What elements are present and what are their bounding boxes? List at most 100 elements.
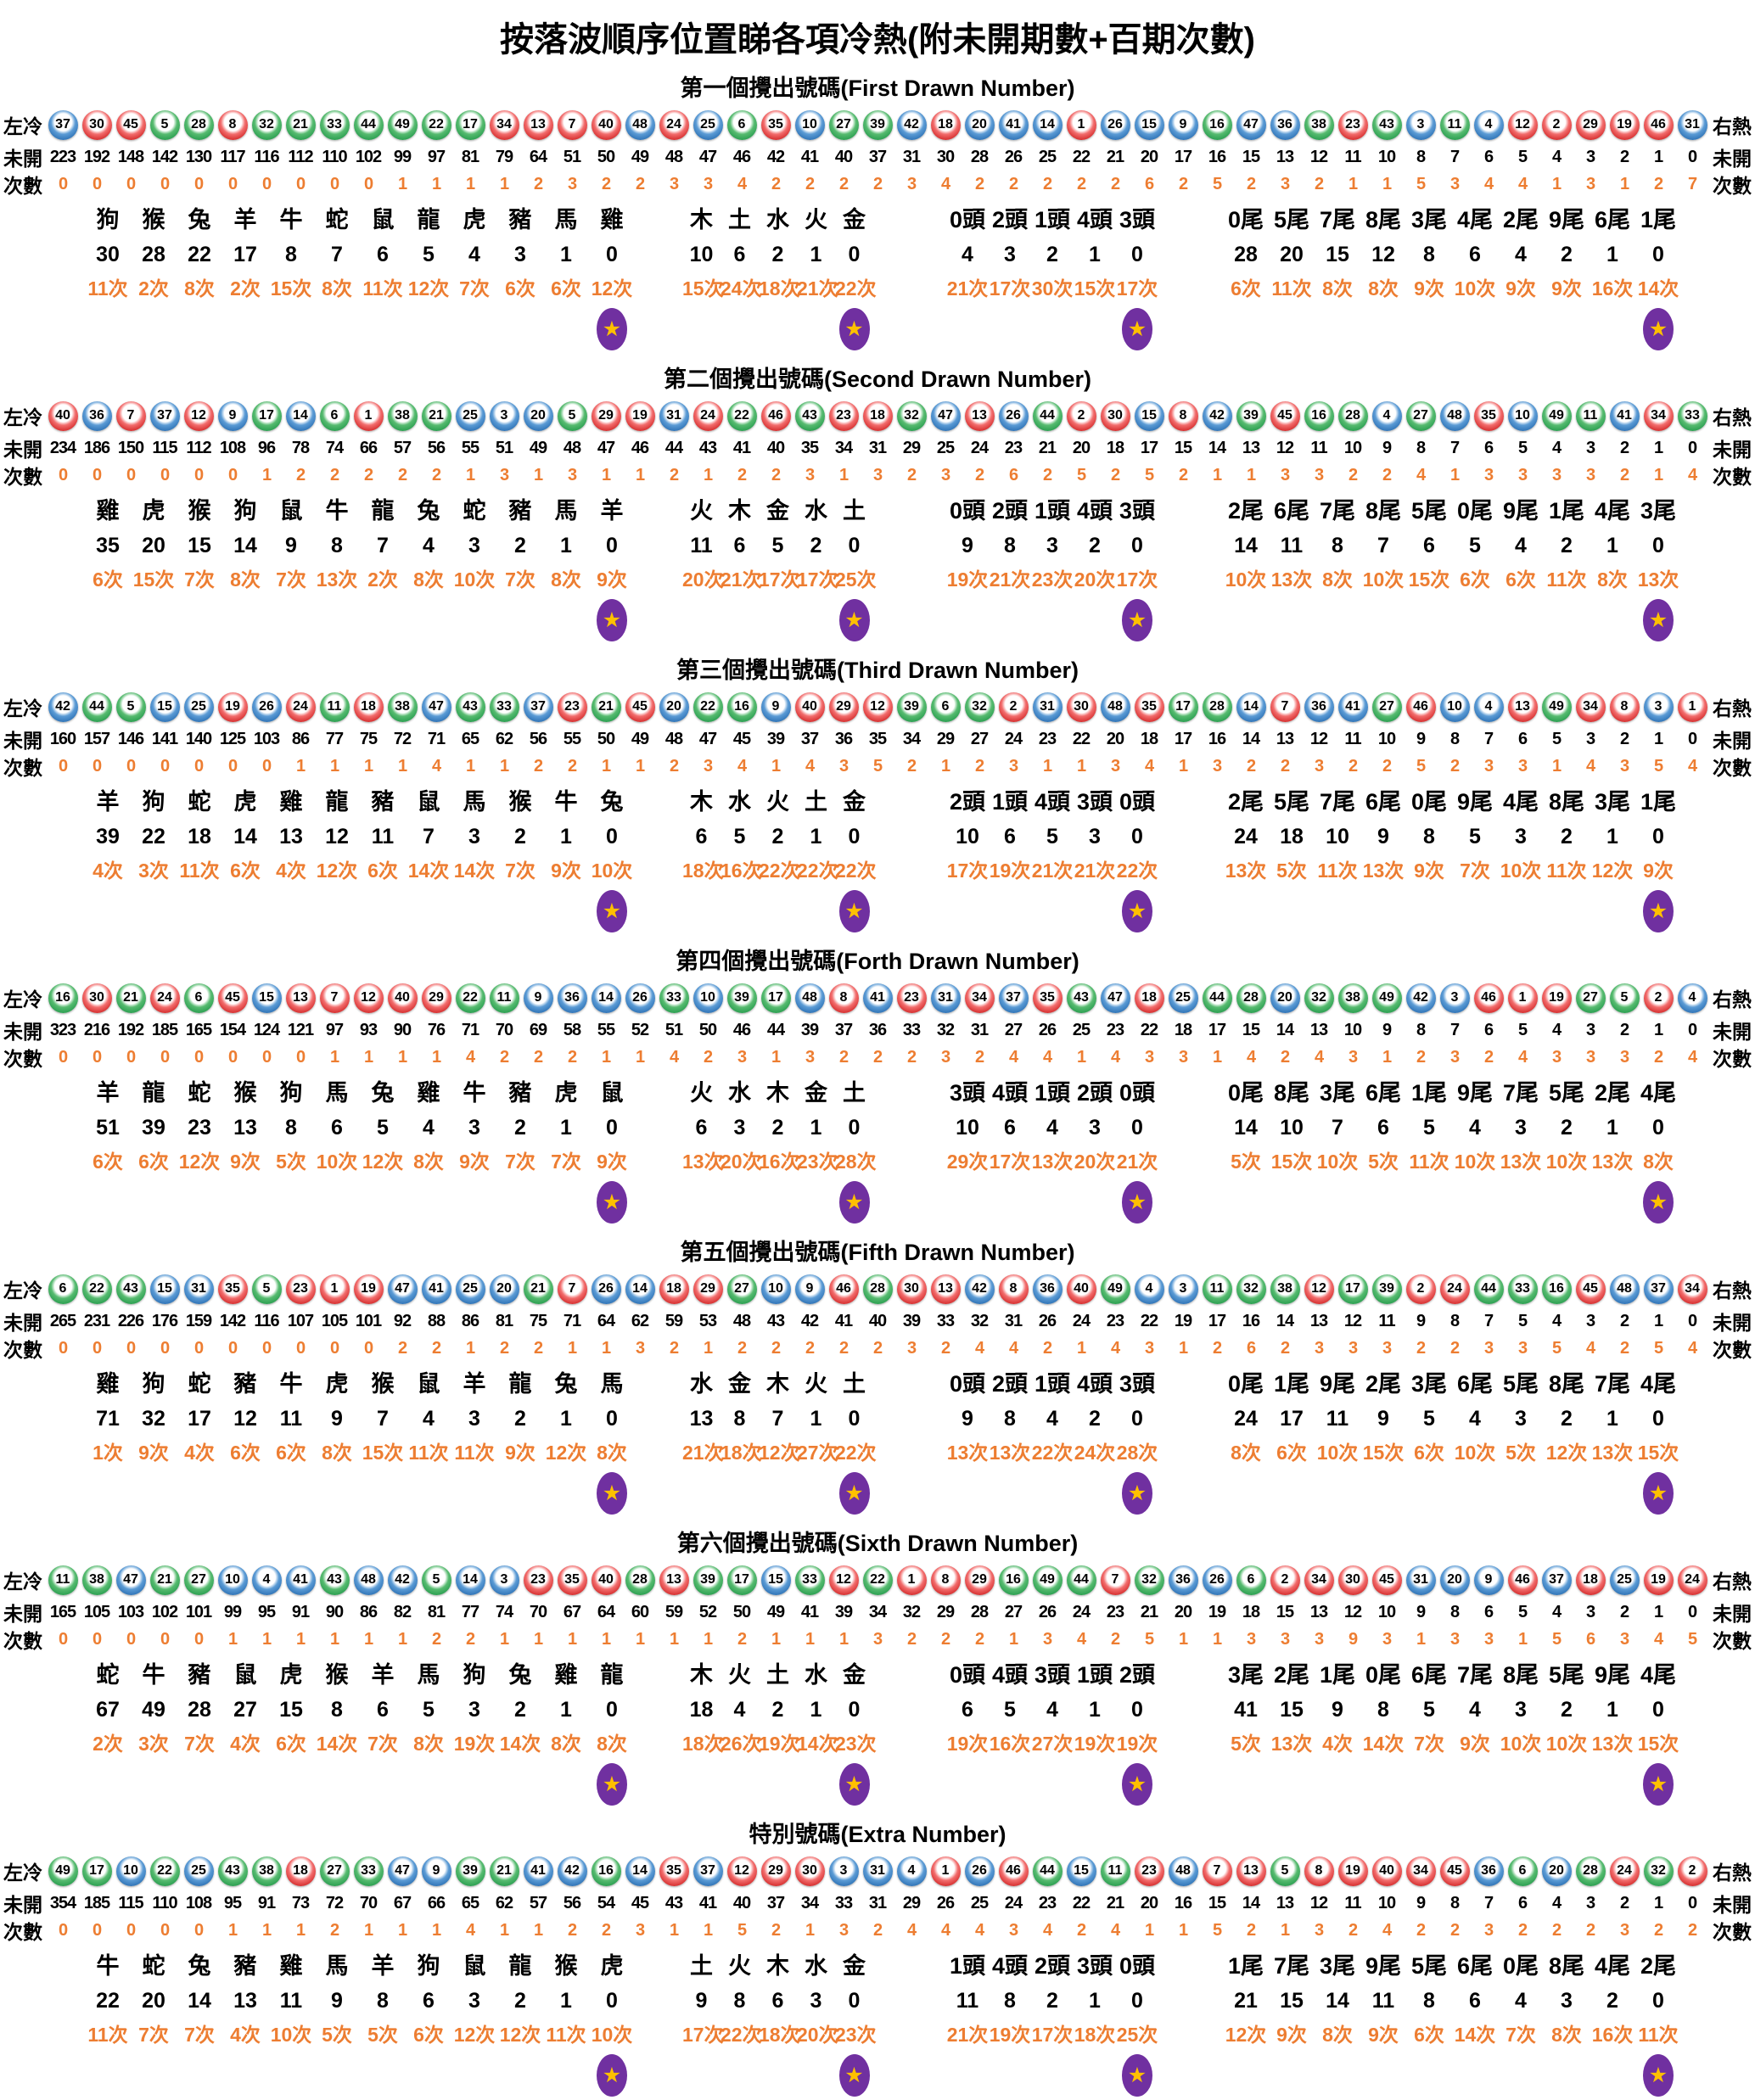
stat-count: 9次	[1505, 277, 1536, 300]
count-value: 2	[1110, 465, 1120, 484]
lottery-ball-icon: 28	[862, 1274, 893, 1304]
ball: 35	[759, 109, 793, 140]
count-value: 2	[499, 1338, 509, 1358]
lottery-ball-icon: 21	[421, 400, 451, 431]
stat-value: 15	[1280, 1989, 1304, 2013]
zodiac-table: 蛇牛豬鼠虎猴羊馬狗兔雞龍 67 49 28 27 15 8 6 5 3 2 1 0 2次 3次 7次 4次 6次 1…	[85, 1658, 635, 1809]
empty-slot	[1074, 305, 1116, 354]
not-drawn-value: 124	[253, 1020, 280, 1039]
stat-count: 13次	[1225, 860, 1267, 882]
ball: 21	[148, 1565, 182, 1595]
count-value: 3	[1042, 1629, 1052, 1649]
count-value: 1	[567, 1629, 577, 1649]
stat-count: 9次	[551, 860, 581, 882]
lottery-ball-icon: 14	[1032, 109, 1063, 140]
empty-slot	[222, 596, 268, 645]
counts-row: 次數 0 0 0 0 0 0 0 0 0 0 1 1 1 1 2 3 2 2 3 3 4 2 2 2 2 3 4 2 2 2 2 2 6 2 5 2 3 2…	[0, 171, 1755, 198]
stat-count: 12次	[453, 2024, 496, 2046]
counts-label-left: 次數	[3, 1048, 42, 1070]
count-value: 5	[1687, 1629, 1697, 1649]
stat-label: 兔	[508, 1662, 532, 1688]
count-value: 0	[329, 174, 339, 193]
lottery-ball-icon: 29	[692, 1274, 723, 1304]
stat-count: 12次	[407, 277, 450, 300]
not-drawn-value: 57	[393, 438, 412, 457]
lottery-ball-icon: 13	[964, 400, 995, 431]
lottery-ball-icon: 10	[760, 1274, 791, 1304]
empty-slot	[1031, 1469, 1074, 1518]
count-value: 2	[872, 174, 883, 193]
count-value: 0	[92, 465, 102, 484]
not-drawn-value: 99	[223, 1602, 242, 1621]
count-value: 3	[1551, 465, 1562, 484]
counts-label-right: 次數	[1713, 1339, 1752, 1361]
count-value: 0	[58, 1920, 68, 1940]
ball: 41	[521, 1856, 555, 1886]
lottery-ball-icon: 47	[421, 692, 451, 722]
star-icon: ★	[838, 1181, 870, 1224]
not-drawn-label-left: 未開	[3, 1894, 42, 1916]
stat-value: 5	[1423, 1407, 1435, 1431]
count-value: 1	[703, 1920, 713, 1940]
lottery-ball-icon: 11	[1202, 1274, 1232, 1304]
count-value: 1	[261, 1920, 272, 1940]
not-drawn-value: 2	[1619, 1020, 1629, 1039]
ball: 29	[1573, 109, 1607, 140]
stat-value: 1	[560, 1698, 572, 1722]
count-value: 4	[1653, 1629, 1663, 1649]
stat-label: 龍	[508, 1953, 532, 1979]
empty-slot	[543, 1469, 589, 1518]
lottery-ball-icon: 12	[726, 1856, 757, 1886]
stat-value: 0	[1652, 825, 1664, 848]
stat-label: 牛	[279, 1371, 303, 1397]
count-value: 2	[1483, 1047, 1494, 1067]
stat-label: 土	[728, 207, 751, 232]
ball-cells: 6 22 43 15 31 35 5 23 1 19 47 41 25 20 21 7 26 14 18 29 27 10…	[46, 1274, 1709, 1304]
count-value: 4	[1144, 756, 1154, 776]
star-slot: ★	[1116, 1178, 1158, 1227]
ball: 44	[80, 692, 114, 722]
stat-value: 7	[423, 825, 435, 848]
ball: 4	[1472, 692, 1505, 722]
count-value: 1	[397, 174, 407, 193]
ball: 22	[691, 692, 725, 722]
count-value: 0	[126, 1047, 136, 1067]
empty-slot	[1590, 2051, 1635, 2100]
star-icon: ★	[597, 599, 627, 641]
count-value: 0	[261, 1338, 272, 1358]
not-drawn-value: 2	[1619, 1893, 1629, 1912]
ball: 3	[827, 1856, 861, 1886]
ball: 41	[861, 983, 894, 1013]
count-value: 4	[1008, 1338, 1018, 1358]
not-drawn-value: 77	[325, 729, 344, 748]
empty-slot	[1223, 305, 1269, 354]
lottery-ball-icon: 10	[1507, 400, 1538, 431]
ball: 26	[962, 1856, 996, 1886]
stat-value: 0	[606, 534, 618, 557]
stat-value: 4	[1469, 1407, 1481, 1431]
empty-slot	[451, 2051, 497, 2100]
stat-value: 3	[468, 1116, 480, 1140]
count-value: 1	[940, 756, 950, 776]
not-drawn-label-right: 未開	[1713, 1312, 1752, 1334]
stat-label: 豬	[508, 498, 532, 524]
lottery-ball-icon: 26	[1202, 1565, 1232, 1595]
stat-label: 2頭	[991, 207, 1029, 232]
stat-value: 8	[1423, 825, 1435, 848]
empty-slot	[406, 2051, 451, 2100]
lottery-ball-icon: 17	[760, 983, 791, 1013]
star-slot: ★	[1116, 305, 1158, 354]
stat-count: 6次	[276, 1442, 306, 1464]
not-drawn-value: 26	[1004, 147, 1023, 166]
count-value: 4	[1382, 1920, 1392, 1940]
not-drawn-value: 79	[495, 147, 513, 166]
empty-slot	[497, 1760, 543, 1809]
not-drawn-cells: 354 185 115 110 108 95 91 73 72 70 67 66 65 62 57 56 54 4…	[46, 1894, 1709, 1913]
empty-slot	[314, 1178, 360, 1227]
lottery-ball-icon: 12	[353, 983, 384, 1013]
ball: 27	[317, 1856, 351, 1886]
empty-slot	[759, 305, 797, 354]
lottery-ball-icon: 18	[353, 692, 384, 722]
count-value: 1	[1178, 1920, 1188, 1940]
